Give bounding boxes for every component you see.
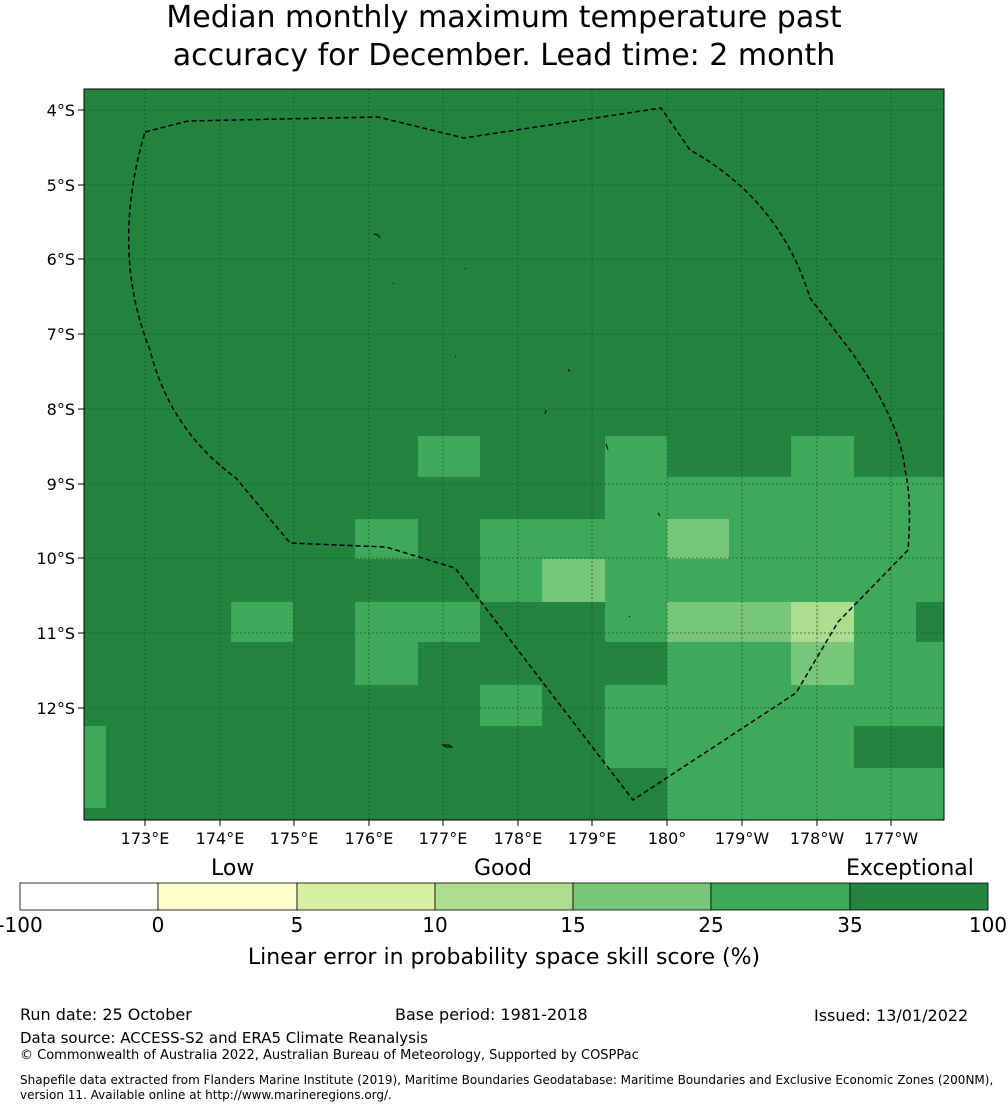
base-period: Base period: 1981-2018 [395, 1005, 588, 1024]
lon-tick-label: 177°W [864, 829, 919, 848]
lat-tick-label: 8°S [47, 400, 75, 419]
island-mark [605, 443, 609, 451]
data-source: Data source: ACCESS-S2 and ERA5 Climate … [20, 1029, 428, 1047]
grid-cell [355, 519, 418, 559]
grid-cell [667, 602, 791, 642]
grid-cell [231, 602, 293, 642]
grid-cell [791, 436, 854, 477]
lon-tick-label: 179°E [568, 829, 617, 848]
shapefile-credit-line-1: Shapefile data extracted from Flanders M… [20, 1073, 994, 1087]
lat-tick-label: 5°S [47, 176, 75, 195]
colorbar-axis-label: Linear error in probability space skill … [247, 945, 761, 970]
lon-tick-label: 174°E [196, 829, 245, 848]
lon-tick-label: 177°E [419, 829, 468, 848]
map-frame [83, 88, 945, 821]
lon-tick-label: 178°E [494, 829, 543, 848]
colorbar-segment [157, 882, 298, 911]
lon-tick-label: 173°E [121, 829, 170, 848]
colorbar-tick-label: 15 [560, 913, 585, 937]
lat-tick-label: 12°S [36, 699, 75, 718]
eez-boundary [127, 107, 911, 802]
colorbar-category-exceptional: Exceptional [846, 856, 974, 881]
colorbar-segment [19, 882, 159, 911]
lat-tick-label: 6°S [47, 250, 75, 269]
island-mark [392, 282, 395, 285]
grid-cell [791, 602, 854, 642]
colorbar-segment [296, 882, 436, 911]
copyright: © Commonwealth of Australia 2022, Austra… [20, 1048, 639, 1063]
grid-cell [542, 559, 605, 602]
islands [373, 233, 661, 748]
grid-cell [605, 477, 944, 519]
colorbar-category-good: Good [474, 856, 532, 881]
grid-cell [854, 602, 916, 642]
grid-cell [418, 436, 480, 477]
island-mark [454, 355, 457, 358]
shapefile-credit-line-2: version 11. Available online at http://w… [20, 1088, 392, 1102]
colorbar-tick-label: 25 [698, 913, 723, 937]
colorbar-tick-label: 0 [152, 913, 165, 937]
longitude-ticks: 173°E 174°E 175°E 176°E 177°E 178°E 179°E 180° 1… [121, 820, 919, 848]
island-mark [544, 409, 547, 415]
lon-tick-label: 180° [648, 829, 687, 848]
island-mark [567, 368, 571, 373]
lon-tick-label: 176°E [345, 829, 394, 848]
island-mark [373, 233, 381, 239]
latitude-ticks: 4°S 5°S 6°S 7°S 8°S 9°S 10°S 11°S 12°S [36, 101, 84, 718]
grid-cell [84, 726, 106, 808]
graticule [84, 89, 944, 820]
lon-tick-label: 179°W [715, 829, 770, 848]
colorbar-tick-label: -100 [0, 913, 43, 937]
grid-cell [605, 685, 944, 726]
grid-cell [667, 768, 944, 820]
grid-cell [480, 685, 542, 726]
lon-tick-label: 175°E [270, 829, 319, 848]
lat-tick-label: 7°S [47, 325, 75, 344]
lat-tick-label: 11°S [36, 624, 75, 643]
colorbar-tick-label: 100 [969, 913, 1007, 937]
colorbar-category-low: Low [211, 856, 255, 881]
grid-cell [355, 602, 480, 642]
grid-cell [667, 519, 729, 559]
lat-tick-label: 9°S [47, 475, 75, 494]
chart-title-line-1: Median monthly maximum temperature past [166, 0, 842, 35]
colorbar-segment [849, 882, 989, 911]
grid-cell [355, 642, 418, 685]
colorbar-segment [434, 882, 574, 911]
grid-cell [605, 602, 667, 642]
grid-cell [854, 726, 944, 768]
lat-tick-label: 4°S [47, 101, 75, 120]
colorbar-tick-label: 35 [837, 913, 862, 937]
grid-cell [916, 602, 944, 642]
island-mark [657, 512, 661, 517]
island-mark [464, 267, 467, 270]
colorbar-segment [572, 882, 712, 911]
island-mark [628, 615, 631, 618]
lat-tick-label: 10°S [36, 549, 75, 568]
lon-tick-label: 178°W [790, 829, 845, 848]
colorbar-tick-label: 10 [422, 913, 447, 937]
island-mark [441, 744, 454, 748]
grid-cell [605, 726, 854, 768]
grid-cell [605, 436, 667, 477]
chart-title-line-2: accuracy for December. Lead time: 2 mont… [172, 38, 836, 73]
skill-grid [84, 89, 944, 820]
run-date: Run date: 25 October [20, 1005, 192, 1024]
colorbar-segment [710, 882, 851, 911]
issued-date: Issued: 13/01/2022 [814, 1006, 969, 1025]
colorbar: -100 0 5 10 15 25 35 100 [0, 882, 1007, 937]
skill-score-map: 173°E 174°E 175°E 176°E 177°E 178°E 179°E 180° 1… [0, 88, 1007, 937]
colorbar-tick-label: 5 [291, 913, 304, 937]
